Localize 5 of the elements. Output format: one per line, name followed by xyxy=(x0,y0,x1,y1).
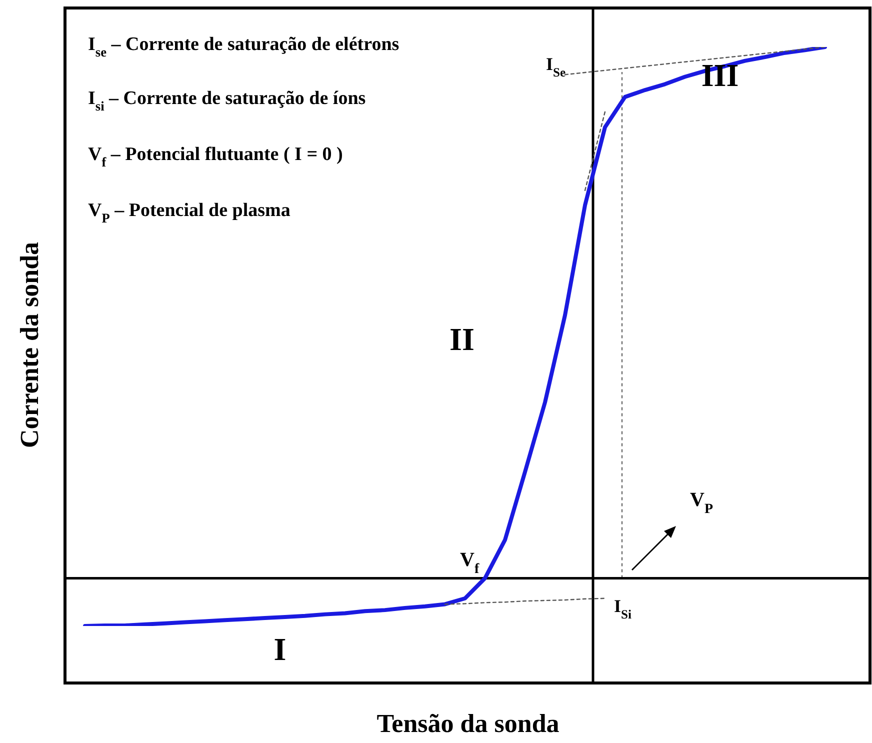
x-axis-title: Tensão da sonda xyxy=(376,709,560,738)
y-axis-title: Corrente da sonda xyxy=(15,242,44,448)
annotation: III xyxy=(701,57,739,93)
text: I xyxy=(274,631,286,667)
annotation: II xyxy=(450,321,474,357)
